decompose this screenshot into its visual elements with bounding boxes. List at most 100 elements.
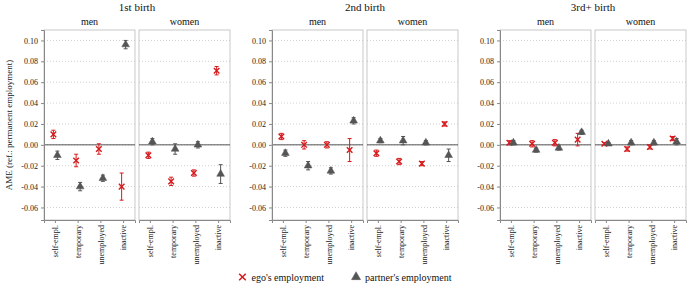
grid-line — [139, 61, 230, 62]
tick: self-empl. — [279, 220, 288, 257]
point — [194, 140, 202, 147]
point — [122, 40, 130, 47]
tick: inactive — [575, 220, 584, 250]
point — [575, 137, 581, 143]
tick: 0.02 — [480, 120, 500, 129]
tick-mark — [269, 61, 272, 62]
tick-label: 0.04 — [24, 99, 38, 108]
x-axis: self-empl.temporaryunemployedinactive — [273, 220, 364, 265]
error-bar — [215, 67, 219, 75]
tick-label: unemployed — [553, 225, 562, 265]
point — [119, 184, 125, 190]
error-bar — [530, 141, 534, 147]
tick-mark — [55, 220, 56, 223]
tick-mark — [41, 124, 44, 125]
tick-mark — [629, 220, 630, 223]
plot-area — [602, 136, 681, 152]
tick: -0.04 — [477, 183, 500, 192]
point — [445, 151, 453, 158]
tick-label: temporary — [625, 225, 634, 258]
error-bar — [169, 177, 173, 185]
point — [217, 170, 225, 177]
point — [510, 138, 518, 145]
tick-label: 0.08 — [24, 57, 38, 66]
tick-label: unemployed — [648, 225, 657, 265]
tick-mark — [306, 220, 307, 223]
y-axis-title: AME (ref.: permanent employment) — [4, 60, 14, 190]
panel-title: 3rd+ birth — [571, 1, 616, 13]
tick-mark — [579, 220, 580, 223]
grid-line — [272, 82, 363, 83]
tick: 0.08 — [480, 57, 500, 66]
tick-label: temporary — [530, 225, 539, 258]
tick-label: self-empl. — [374, 225, 383, 257]
tick: temporary — [74, 220, 83, 258]
tick: self-empl. — [602, 220, 611, 257]
grid-line — [272, 207, 363, 208]
tick: 0.00 — [252, 141, 272, 150]
tick-mark — [269, 187, 272, 188]
tick-label: 0.00 — [480, 141, 494, 150]
point — [552, 140, 558, 146]
tick-label: unemployed — [192, 225, 201, 265]
grid-line — [139, 40, 230, 41]
subpanel-title: women — [626, 16, 655, 27]
tick-mark — [283, 220, 284, 223]
tick-label: inactive — [575, 225, 584, 251]
tick: -0.06 — [249, 204, 272, 213]
tick-mark — [269, 207, 272, 208]
point — [578, 128, 586, 135]
point — [73, 158, 79, 164]
tick-label: -0.02 — [249, 162, 266, 171]
plot-area — [146, 67, 225, 186]
grid-line — [44, 144, 135, 145]
axis-line — [140, 221, 231, 224]
tick-label: inactive — [442, 225, 451, 251]
tick-mark — [41, 187, 44, 188]
tick-label: self-empl. — [507, 225, 516, 257]
grid-line — [595, 186, 686, 187]
grid-line — [272, 165, 363, 166]
tick: -0.04 — [249, 183, 272, 192]
error-bar — [648, 145, 652, 149]
tick-mark — [41, 207, 44, 208]
error-bar — [192, 170, 196, 176]
zero-line — [44, 144, 135, 145]
tick-mark — [497, 207, 500, 208]
point — [374, 150, 380, 156]
point — [419, 161, 425, 167]
point — [279, 134, 285, 140]
tick-label: temporary — [74, 225, 83, 258]
x-axis: self-empl. temporary unemployed inactive — [501, 220, 592, 265]
x-axis: self-empl.temporaryunemployedinactive — [140, 220, 231, 265]
tick-label: temporary — [302, 225, 311, 258]
point — [624, 146, 630, 152]
point — [304, 161, 312, 168]
tick-mark — [497, 187, 500, 188]
grid-line — [500, 123, 591, 124]
error-bar — [397, 158, 401, 164]
point — [327, 166, 335, 173]
tick-label: self-empl. — [602, 225, 611, 257]
tick-mark — [328, 220, 329, 223]
grid-line — [367, 82, 458, 83]
point — [168, 179, 174, 185]
point — [191, 170, 197, 176]
tick-label: unemployed — [97, 225, 106, 265]
tick-mark — [41, 145, 44, 146]
error-bar — [420, 162, 424, 166]
grid-line — [500, 61, 591, 62]
tick: inactive — [347, 220, 356, 250]
tick: 0.00 — [24, 141, 44, 150]
grid-line — [44, 165, 135, 166]
error-bar — [625, 147, 629, 151]
point — [673, 137, 681, 144]
tick-label: 0.10 — [480, 36, 494, 45]
tick-label: -0.02 — [477, 162, 494, 171]
tick-mark — [269, 40, 272, 41]
tick: self-empl. — [51, 220, 60, 257]
plot-area — [51, 40, 130, 200]
tick: -0.02 — [249, 162, 272, 171]
point — [54, 151, 62, 158]
grid-line — [500, 40, 591, 41]
